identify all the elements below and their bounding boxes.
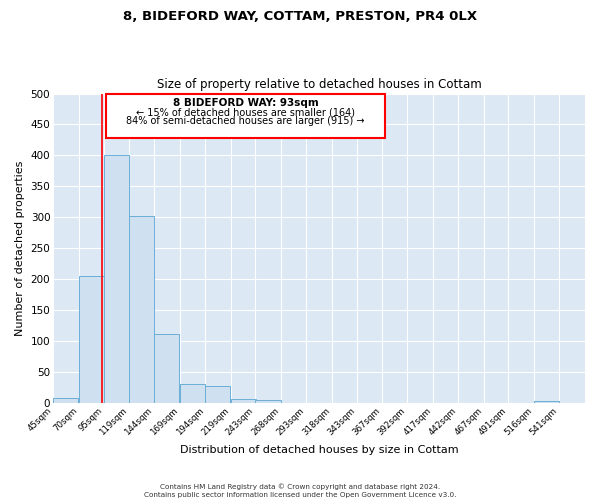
Y-axis label: Number of detached properties: Number of detached properties <box>15 160 25 336</box>
Bar <box>256 400 281 403</box>
Bar <box>79 276 104 403</box>
Bar <box>129 216 154 403</box>
Bar <box>534 401 559 403</box>
X-axis label: Distribution of detached houses by size in Cottam: Distribution of detached houses by size … <box>180 445 458 455</box>
Text: 84% of semi-detached houses are larger (915) →: 84% of semi-detached houses are larger (… <box>126 116 365 126</box>
Bar <box>104 155 130 403</box>
Bar <box>154 334 179 403</box>
Text: 8 BIDEFORD WAY: 93sqm: 8 BIDEFORD WAY: 93sqm <box>173 98 319 108</box>
Bar <box>205 386 230 403</box>
Bar <box>180 384 205 403</box>
Bar <box>53 398 79 403</box>
Text: Contains public sector information licensed under the Open Government Licence v3: Contains public sector information licen… <box>144 492 456 498</box>
Text: Contains HM Land Registry data © Crown copyright and database right 2024.: Contains HM Land Registry data © Crown c… <box>160 484 440 490</box>
Bar <box>231 399 256 403</box>
Text: ← 15% of detached houses are smaller (164): ← 15% of detached houses are smaller (16… <box>136 107 355 117</box>
Title: Size of property relative to detached houses in Cottam: Size of property relative to detached ho… <box>157 78 481 91</box>
Text: 8, BIDEFORD WAY, COTTAM, PRESTON, PR4 0LX: 8, BIDEFORD WAY, COTTAM, PRESTON, PR4 0L… <box>123 10 477 23</box>
FancyBboxPatch shape <box>106 94 385 138</box>
